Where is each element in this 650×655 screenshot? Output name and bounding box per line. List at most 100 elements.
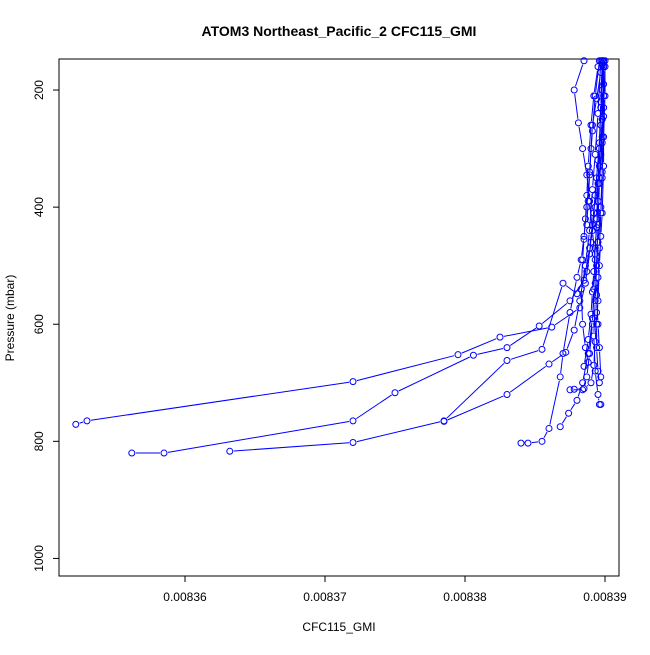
series-line-segment	[542, 303, 567, 323]
data-point	[580, 321, 586, 327]
series-line-segment	[91, 382, 349, 420]
data-point	[504, 358, 510, 364]
x-tick-label: 0.00839	[583, 590, 627, 604]
data-point	[546, 425, 552, 431]
data-point	[73, 421, 79, 427]
data-point	[560, 280, 566, 286]
data-point	[350, 440, 356, 446]
series-layer	[73, 58, 608, 456]
y-tick-label: 1000	[32, 545, 46, 572]
x-tick-label: 0.00837	[303, 590, 347, 604]
chart-title: ATOM3 Northeast_Pacific_2 CFC115_GMI	[202, 23, 477, 39]
data-point	[557, 374, 563, 380]
data-point	[227, 448, 233, 454]
series-line-segment	[543, 287, 562, 346]
series-line-segment	[80, 422, 84, 423]
data-point	[539, 346, 545, 352]
data-point	[546, 361, 552, 367]
series-line-segment	[587, 205, 588, 220]
data-point	[591, 362, 597, 368]
data-point	[504, 345, 510, 351]
series-line-segment	[578, 264, 580, 274]
data-point	[571, 87, 577, 93]
series-line-segment	[447, 363, 504, 418]
data-point	[588, 380, 594, 386]
plot-area-frame	[59, 59, 619, 576]
series-line-segment	[583, 153, 586, 171]
series-line-segment	[594, 340, 595, 367]
series-line-segment	[477, 349, 503, 355]
series-line-segment	[448, 396, 504, 420]
series-line-segment	[571, 281, 576, 308]
series-line-segment	[356, 395, 391, 419]
data-point	[592, 339, 598, 345]
series-line-segment	[168, 422, 349, 453]
data-point	[584, 374, 590, 380]
data-point	[129, 450, 135, 456]
x-axis: 0.00836 0.00837 0.00838 0.00839	[163, 576, 627, 604]
data-point	[601, 163, 607, 169]
series-line-segment	[575, 65, 582, 87]
y-tick-label: 800	[32, 431, 46, 451]
data-point	[536, 323, 542, 329]
series-line-segment	[511, 351, 538, 360]
series-line-segment	[587, 385, 588, 386]
data-point	[525, 440, 531, 446]
series-line-segment	[583, 328, 585, 343]
y-tick-label: 200	[32, 80, 46, 100]
series-profile	[227, 59, 607, 454]
data-point	[584, 204, 590, 210]
series-line-segment	[510, 328, 536, 345]
data-point	[595, 391, 601, 397]
data-point	[350, 418, 356, 424]
x-axis-label: CFC115_GMI	[302, 620, 375, 634]
series-line-segment	[562, 417, 566, 424]
data-point	[350, 379, 356, 385]
data-point	[557, 424, 563, 430]
data-point	[161, 450, 167, 456]
data-point	[574, 397, 580, 403]
series-profile	[73, 58, 607, 428]
series-line-segment	[357, 422, 440, 442]
data-point	[574, 274, 580, 280]
series-line-segment	[561, 357, 563, 372]
series-line-segment	[357, 356, 454, 381]
data-point	[84, 418, 90, 424]
series-line-segment	[571, 404, 575, 410]
data-point	[497, 334, 503, 340]
series-profile	[441, 58, 604, 425]
y-axis-label: Pressure (mbar)	[3, 275, 17, 362]
series-line-segment	[510, 366, 546, 392]
y-tick-label: 600	[32, 314, 46, 334]
data-point	[470, 352, 476, 358]
series-line-segment	[566, 286, 574, 292]
data-point	[596, 380, 602, 386]
data-point	[518, 440, 524, 446]
series-line-segment	[601, 217, 602, 232]
x-tick-label: 0.00838	[443, 590, 487, 604]
series-line-segment	[594, 305, 595, 332]
data-point	[571, 327, 577, 333]
series-line-segment	[567, 334, 573, 349]
series-line-segment	[602, 170, 603, 209]
series-line-segment	[575, 94, 578, 119]
series-line-segment	[532, 442, 538, 443]
series-line-segment	[544, 432, 547, 438]
series-line-segment	[399, 357, 470, 391]
data-point	[575, 120, 581, 126]
x-tick-label: 0.00836	[163, 590, 207, 604]
data-point	[539, 438, 545, 444]
series-profile	[129, 61, 605, 456]
series-line-segment	[591, 296, 592, 310]
data-point	[455, 352, 461, 358]
series-line-segment	[579, 127, 582, 145]
data-point	[567, 387, 573, 393]
data-point	[566, 410, 572, 416]
data-point	[580, 146, 586, 152]
data-point	[589, 187, 595, 193]
data-point	[392, 390, 398, 396]
data-point	[504, 391, 510, 397]
